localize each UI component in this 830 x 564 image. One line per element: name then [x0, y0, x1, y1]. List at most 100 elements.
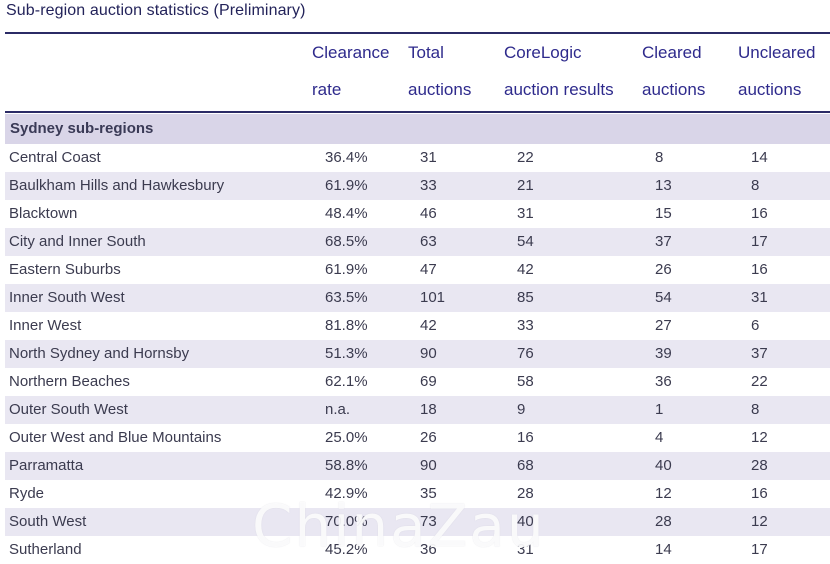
uncleared-auctions-cell: 16 — [751, 261, 768, 278]
total-auctions-cell: 90 — [420, 457, 437, 474]
subregion-name-cell: Eastern Suburbs — [9, 261, 121, 278]
clearance-rate-cell: 70.0% — [325, 513, 368, 530]
subregion-name-cell: North Sydney and Hornsby — [9, 345, 190, 362]
subregion-name-cell: Baulkham Hills and Hawkesbury — [9, 177, 225, 194]
uncleared-auctions-cell: 8 — [751, 177, 760, 194]
uncleared-auctions-cell: 37 — [751, 345, 768, 362]
header-total-auctions: Total auctions — [408, 34, 471, 108]
cleared-auctions-cell: 36 — [655, 373, 672, 390]
header-line: Clearance — [312, 43, 390, 62]
total-auctions-cell: 35 — [420, 485, 437, 502]
total-auctions-cell: 42 — [420, 317, 437, 334]
header-line: Cleared — [642, 43, 702, 62]
clearance-rate-cell: 58.8% — [325, 457, 368, 474]
corelogic-results-cell: 58 — [517, 373, 534, 390]
corelogic-results-cell: 21 — [517, 177, 534, 194]
total-auctions-cell: 26 — [420, 429, 437, 446]
total-auctions-cell: 18 — [420, 401, 437, 418]
header-line: auction results — [504, 80, 614, 99]
corelogic-results-cell: 16 — [517, 429, 534, 446]
top-rule — [5, 32, 830, 34]
corelogic-results-cell: 42 — [517, 261, 534, 278]
table-row: Blacktown 48.4% 46 31 15 16 — [5, 200, 830, 228]
table-row: Northern Beaches 62.1% 69 58 36 22 — [5, 368, 830, 396]
cleared-auctions-cell: 40 — [655, 457, 672, 474]
corelogic-results-cell: 22 — [517, 149, 534, 166]
header-line: auctions — [642, 80, 706, 99]
subregion-name-cell: Inner West — [9, 317, 82, 334]
uncleared-auctions-cell: 8 — [751, 401, 760, 418]
subregion-name-cell: Central Coast — [9, 149, 101, 166]
table-row: Parramatta 58.8% 90 68 40 28 — [5, 452, 830, 480]
total-auctions-cell: 46 — [420, 205, 437, 222]
header-line: auctions — [408, 80, 472, 99]
uncleared-auctions-cell: 12 — [751, 513, 768, 530]
header-clearance-rate: Clearance rate — [312, 34, 390, 108]
cleared-auctions-cell: 14 — [655, 541, 672, 558]
corelogic-results-cell: 68 — [517, 457, 534, 474]
cleared-auctions-cell: 37 — [655, 233, 672, 250]
table-title: Sub-region auction statistics (Prelimina… — [6, 2, 306, 19]
clearance-rate-cell: n.a. — [325, 401, 351, 418]
table-row: Inner West 81.8% 42 33 27 6 — [5, 312, 830, 340]
corelogic-results-cell: 76 — [517, 345, 534, 362]
clearance-rate-cell: 63.5% — [325, 289, 368, 306]
cleared-auctions-cell: 39 — [655, 345, 672, 362]
corelogic-results-cell: 33 — [517, 317, 534, 334]
table-header: Clearance rate Total auctions CoreLogic … — [5, 34, 830, 110]
corelogic-results-cell: 28 — [517, 485, 534, 502]
table-row: Sutherland 45.2% 36 31 14 17 — [5, 536, 830, 564]
cleared-auctions-cell: 8 — [655, 149, 664, 166]
uncleared-auctions-cell: 28 — [751, 457, 768, 474]
subregion-name-cell: Parramatta — [9, 457, 84, 474]
cleared-auctions-cell: 12 — [655, 485, 672, 502]
clearance-rate-cell: 42.9% — [325, 485, 368, 502]
table-row: Outer West and Blue Mountains 25.0% 26 16 4 1… — [5, 424, 830, 452]
table-row: North Sydney and Hornsby 51.3% 90 76 39 37 — [5, 340, 830, 368]
clearance-rate-cell: 45.2% — [325, 541, 368, 558]
corelogic-results-cell: 85 — [517, 289, 534, 306]
header-line: CoreLogic — [504, 43, 582, 62]
cleared-auctions-cell: 54 — [655, 289, 672, 306]
header-uncleared-auctions: Uncleared auctions — [738, 34, 816, 108]
corelogic-results-cell: 31 — [517, 541, 534, 558]
subregion-name-cell: South West — [9, 513, 87, 530]
clearance-rate-cell: 61.9% — [325, 177, 368, 194]
header-rule — [5, 111, 830, 113]
header-cleared-auctions: Cleared auctions — [642, 34, 705, 108]
uncleared-auctions-cell: 17 — [751, 541, 768, 558]
cleared-auctions-cell: 26 — [655, 261, 672, 278]
table-row: South West 70.0% 73 40 28 12 — [5, 508, 830, 536]
total-auctions-cell: 36 — [420, 541, 437, 558]
cleared-auctions-cell: 27 — [655, 317, 672, 334]
group-label: Sydney sub-regions — [10, 120, 154, 137]
table-row: Central Coast 36.4% 31 22 8 14 — [5, 144, 830, 172]
total-auctions-cell: 101 — [420, 289, 446, 306]
corelogic-results-cell: 9 — [517, 401, 526, 418]
uncleared-auctions-cell: 22 — [751, 373, 768, 390]
clearance-rate-cell: 68.5% — [325, 233, 368, 250]
total-auctions-cell: 90 — [420, 345, 437, 362]
subregion-name-cell: Blacktown — [9, 205, 78, 222]
table-row: Inner South West 63.5% 101 85 54 31 — [5, 284, 830, 312]
table-body: Central Coast 36.4% 31 22 8 14 Baulkham Hills … — [5, 144, 830, 564]
cleared-auctions-cell: 4 — [655, 429, 664, 446]
total-auctions-cell: 63 — [420, 233, 437, 250]
uncleared-auctions-cell: 31 — [751, 289, 768, 306]
cleared-auctions-cell: 1 — [655, 401, 664, 418]
corelogic-results-cell: 54 — [517, 233, 534, 250]
clearance-rate-cell: 61.9% — [325, 261, 368, 278]
total-auctions-cell: 47 — [420, 261, 437, 278]
cleared-auctions-cell: 13 — [655, 177, 672, 194]
clearance-rate-cell: 48.4% — [325, 205, 368, 222]
table-row: Eastern Suburbs 61.9% 47 42 26 16 — [5, 256, 830, 284]
uncleared-auctions-cell: 17 — [751, 233, 768, 250]
table-row: Baulkham Hills and Hawkesbury 61.9% 33 21 13… — [5, 172, 830, 200]
corelogic-results-cell: 31 — [517, 205, 534, 222]
cleared-auctions-cell: 15 — [655, 205, 672, 222]
uncleared-auctions-cell: 6 — [751, 317, 760, 334]
uncleared-auctions-cell: 16 — [751, 205, 768, 222]
table-row: Ryde 42.9% 35 28 12 16 — [5, 480, 830, 508]
total-auctions-cell: 33 — [420, 177, 437, 194]
uncleared-auctions-cell: 14 — [751, 149, 768, 166]
